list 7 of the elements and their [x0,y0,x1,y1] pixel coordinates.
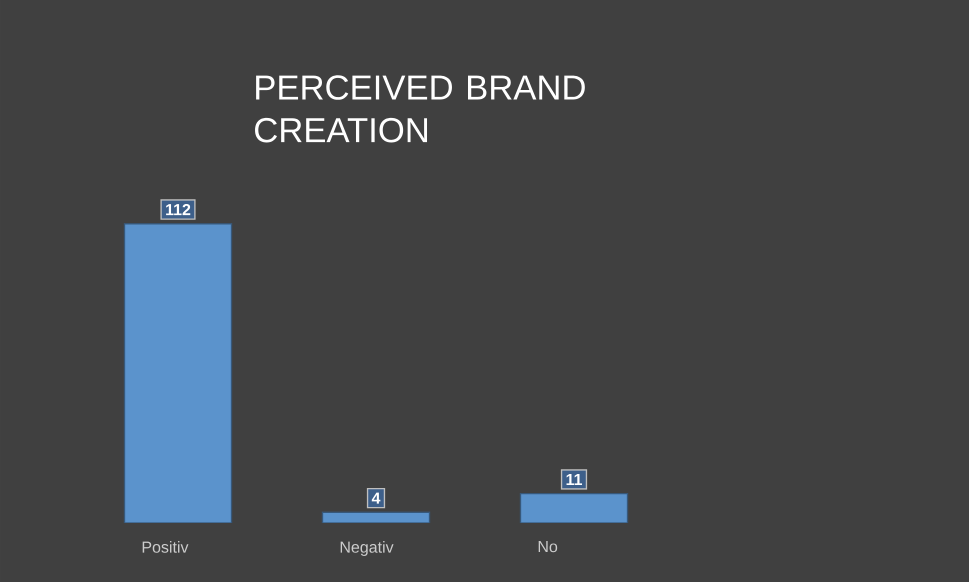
chart-title: PERCEIVED BRAND CREATION [255,75,585,142]
x-tick-label: Positiv [142,541,188,553]
x-tick-label: No [538,541,558,552]
x-tick-label: Negativ [340,541,394,556]
data-label: 4 [372,492,380,504]
data-label: 11 [566,474,582,485]
data-label: 112 [166,204,190,216]
